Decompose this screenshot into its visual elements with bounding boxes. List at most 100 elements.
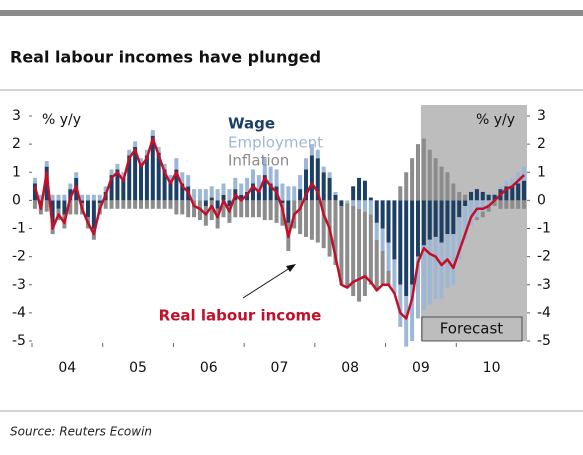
- y2-tick-label: 0: [537, 192, 546, 208]
- bar: [480, 200, 485, 212]
- y2-tick-label: 1: [537, 164, 546, 180]
- bar: [50, 194, 55, 201]
- legend-entry: Employment: [228, 134, 323, 152]
- bar: [386, 270, 391, 285]
- bar: [239, 183, 244, 195]
- bar: [133, 200, 138, 209]
- bar: [486, 200, 491, 206]
- bar: [180, 200, 185, 215]
- bar: [298, 200, 303, 235]
- bar: [274, 169, 279, 187]
- bar: [215, 189, 220, 201]
- bar: [121, 200, 126, 209]
- bar: [38, 194, 43, 201]
- bar: [510, 200, 515, 209]
- bar: [510, 177, 515, 187]
- y2-tick-label: 2: [537, 136, 546, 152]
- bar: [469, 191, 474, 201]
- bar: [174, 169, 179, 201]
- bar: [209, 197, 214, 201]
- bar: [345, 200, 350, 204]
- bar: [309, 144, 314, 156]
- bar: [304, 158, 309, 170]
- y-tick-label: -4: [12, 305, 26, 321]
- bar: [250, 169, 255, 184]
- bar: [162, 169, 167, 201]
- bar: [398, 200, 403, 285]
- bar: [233, 200, 238, 218]
- bar: [457, 191, 462, 201]
- bar: [74, 172, 79, 178]
- bar: [74, 200, 79, 215]
- bar: [286, 186, 291, 201]
- bar: [498, 200, 503, 209]
- bar: [321, 200, 326, 249]
- bar: [463, 200, 468, 206]
- bar: [298, 189, 303, 201]
- bar: [239, 194, 244, 201]
- bar: [50, 200, 55, 223]
- bar: [109, 169, 114, 176]
- bar: [333, 194, 338, 201]
- bar: [62, 200, 67, 215]
- bar: [168, 175, 173, 181]
- bar: [227, 206, 232, 223]
- bar: [156, 152, 161, 201]
- bar: [427, 200, 432, 240]
- bar: [504, 186, 509, 201]
- bar: [474, 189, 479, 201]
- bar: [203, 189, 208, 201]
- bar: [239, 200, 244, 218]
- bar: [404, 296, 409, 347]
- bar: [168, 200, 173, 209]
- y2-tick-label: 3: [537, 108, 546, 124]
- bar: [480, 191, 485, 201]
- bar: [68, 189, 73, 201]
- x-tick-label: 07: [271, 360, 289, 376]
- y2-axis-label: % y/y: [476, 112, 515, 128]
- y-tick-label: 2: [12, 136, 21, 152]
- bar: [433, 158, 438, 201]
- line-label: Real labour income: [159, 307, 322, 325]
- bar: [144, 200, 149, 209]
- arrow: [242, 265, 294, 299]
- x-tick-label: 10: [483, 360, 501, 376]
- y-tick-label: -5: [12, 333, 26, 349]
- bar: [309, 200, 314, 240]
- bar: [203, 206, 208, 226]
- bar: [156, 146, 161, 153]
- bar: [209, 200, 214, 221]
- bar: [221, 183, 226, 195]
- bar: [357, 177, 362, 201]
- bar: [368, 200, 373, 215]
- bar: [62, 194, 67, 201]
- x-tick-label: 06: [200, 360, 218, 376]
- bar: [421, 200, 426, 246]
- forecast-box: [421, 316, 523, 342]
- bar: [180, 172, 185, 184]
- bar: [209, 186, 214, 198]
- line: [33, 137, 525, 320]
- bar: [309, 155, 314, 201]
- bar: [439, 166, 444, 201]
- bar: [516, 172, 521, 184]
- bar: [421, 138, 426, 201]
- bar: [380, 200, 385, 229]
- bar: [351, 200, 356, 206]
- forecast-label: Forecast: [440, 320, 504, 338]
- bar: [345, 203, 350, 288]
- bar: [268, 166, 273, 184]
- bar: [168, 180, 173, 201]
- bar: [315, 200, 320, 243]
- bar: [91, 194, 96, 201]
- bar: [357, 208, 362, 302]
- bar: [333, 191, 338, 195]
- bar: [245, 177, 250, 192]
- bar: [162, 200, 167, 209]
- bar: [245, 200, 250, 218]
- bar: [115, 163, 120, 170]
- bar: [357, 200, 362, 209]
- bar: [162, 163, 167, 170]
- bar: [439, 242, 444, 299]
